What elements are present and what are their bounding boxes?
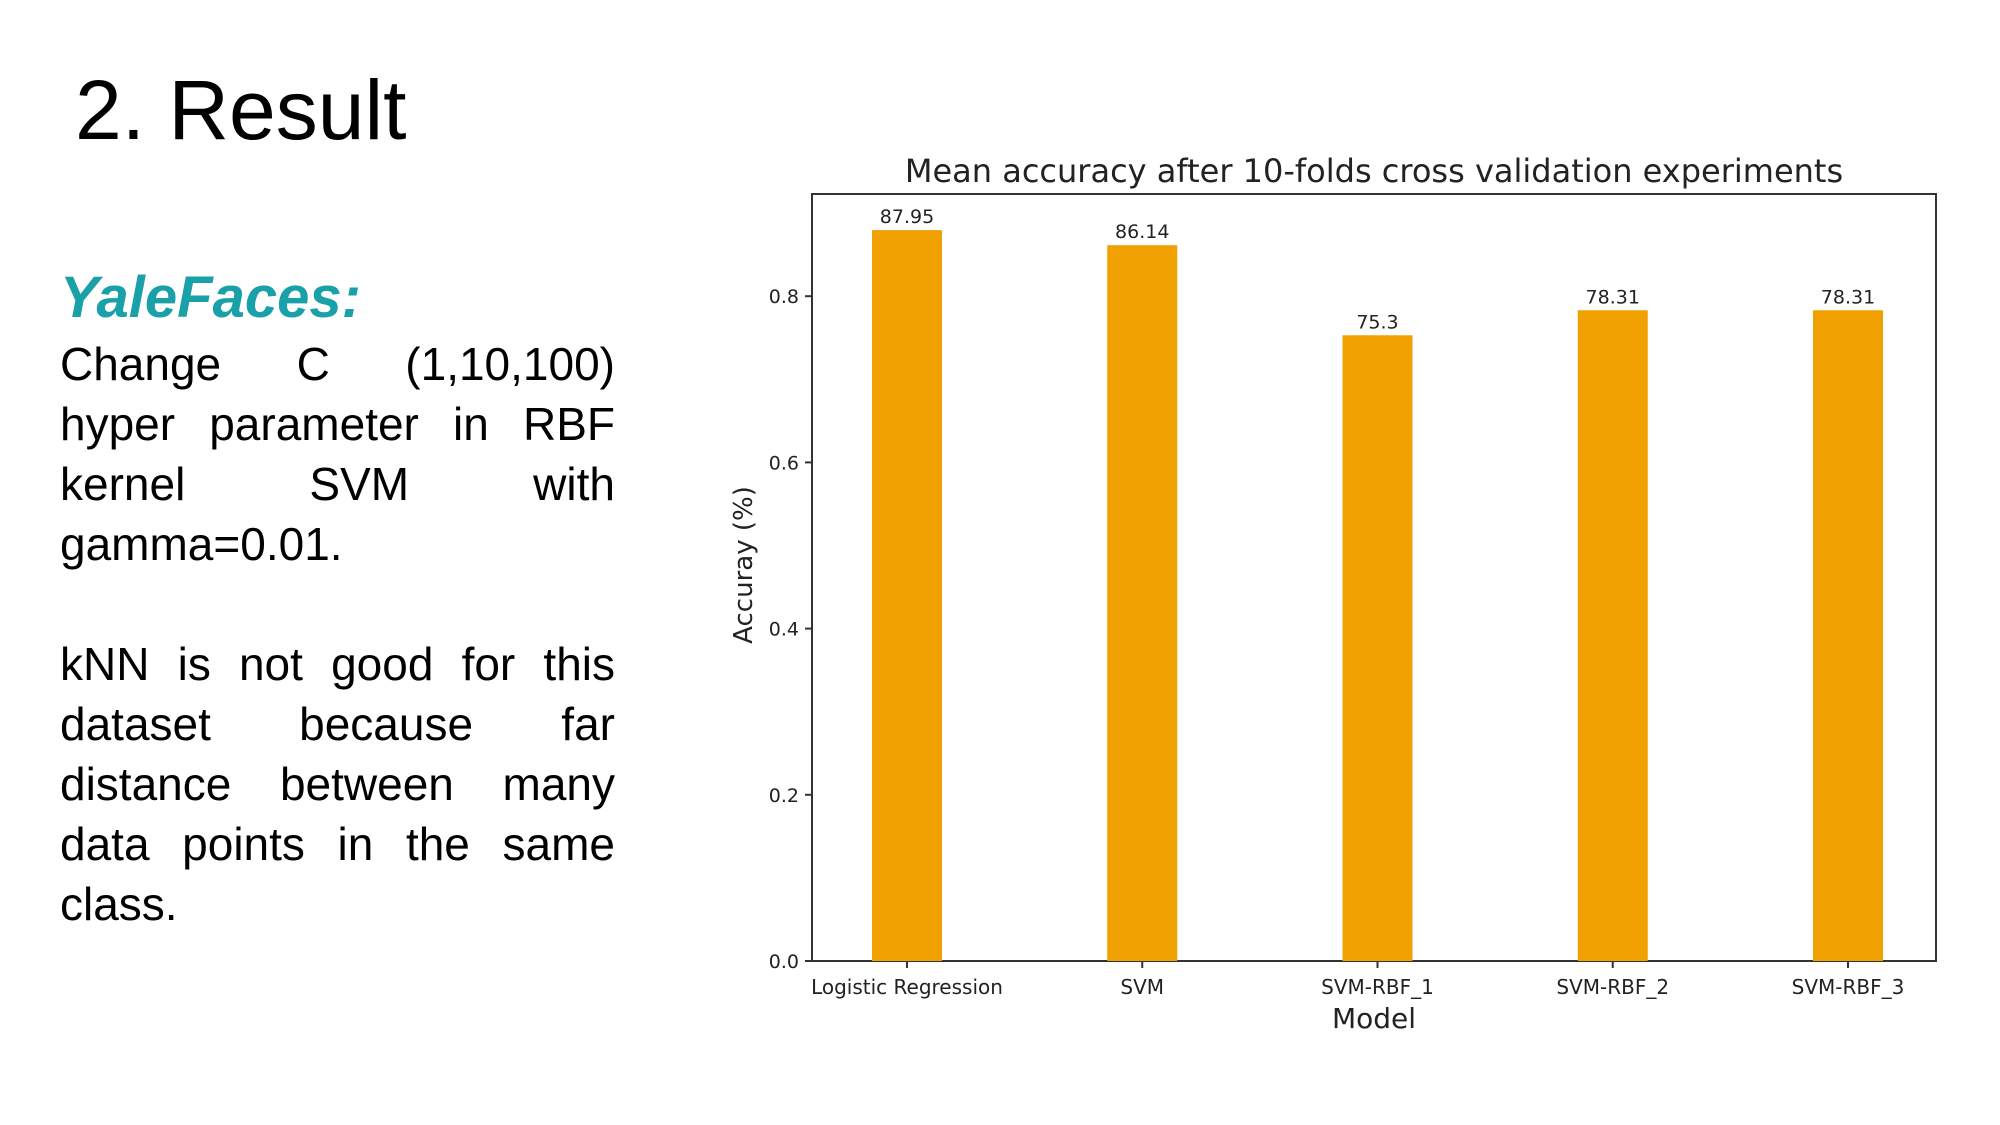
bar-0 xyxy=(872,230,942,961)
dataset-subtitle: YaleFaces: xyxy=(60,265,361,330)
y-tick-label-0: 0.0 xyxy=(769,951,799,973)
y-tick-label-1: 0.2 xyxy=(769,785,799,807)
paragraph-knn-note: kNN is not good for this dataset because… xyxy=(60,637,615,930)
bar-3 xyxy=(1577,310,1648,961)
bar-value-label-3: 78.31 xyxy=(1586,286,1640,308)
bar-2 xyxy=(1342,335,1413,962)
y-tick-label-2: 0.4 xyxy=(769,619,799,641)
x-tick-label-4: SVM-RBF_3 xyxy=(1792,975,1905,999)
x-tick-label-1: SVM xyxy=(1120,975,1164,999)
bar-value-label-4: 78.31 xyxy=(1821,286,1875,308)
y-tick-label-4: 0.8 xyxy=(769,286,799,308)
x-axis-label: Model xyxy=(1332,1002,1416,1035)
x-tick-label-2: SVM-RBF_1 xyxy=(1321,975,1434,999)
bar-1 xyxy=(1107,245,1178,962)
y-axis-label: Accuray (%) xyxy=(729,486,759,644)
bar-4 xyxy=(1813,310,1883,961)
slide-title: 2. Result xyxy=(75,63,407,157)
bar-value-label-2: 75.3 xyxy=(1356,311,1398,333)
y-tick-label-3: 0.6 xyxy=(769,452,799,474)
x-tick-label-0: Logistic Regression xyxy=(811,975,1003,999)
description-panel: YaleFaces: Change C (1,10,100) hyper par… xyxy=(60,265,615,934)
x-tick-label-3: SVM-RBF_2 xyxy=(1556,975,1669,999)
bar-value-label-1: 86.14 xyxy=(1115,221,1169,243)
paragraph-svm-params: Change C (1,10,100) hyper parameter in R… xyxy=(60,337,615,570)
chart-title: Mean accuracy after 10-folds cross valid… xyxy=(905,152,1843,190)
bar-value-label-0: 87.95 xyxy=(880,206,934,228)
